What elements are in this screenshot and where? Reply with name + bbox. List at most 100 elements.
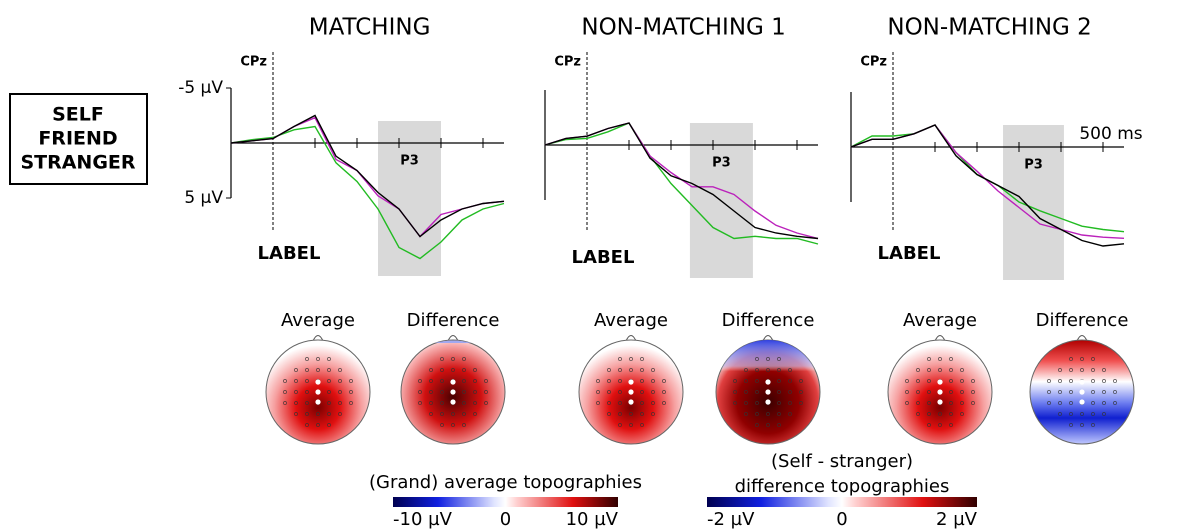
electrode: [755, 379, 759, 383]
electrode: [1102, 401, 1106, 405]
electrode: [316, 412, 320, 416]
electrode: [949, 390, 953, 394]
electrode: [662, 401, 666, 405]
electrode: [596, 379, 600, 383]
electrode: [338, 368, 342, 372]
electrode: [949, 368, 953, 372]
panel-title: NON-MATCHING 2: [887, 15, 1091, 41]
topo-label: Average: [594, 310, 668, 331]
electrode: [960, 368, 964, 372]
electrode: [1113, 379, 1117, 383]
electrode: [451, 357, 455, 361]
electrode: [451, 368, 455, 372]
electrode: [938, 357, 942, 361]
electrode: [651, 401, 655, 405]
onset-label: LABEL: [878, 243, 941, 264]
electrode: [440, 412, 444, 416]
electrode: [294, 368, 298, 372]
electrode: [777, 379, 781, 383]
electrode: [640, 412, 644, 416]
y-tick-label: -5 µV: [178, 78, 223, 98]
window-label: P3: [712, 156, 731, 171]
electrode: [1069, 368, 1073, 372]
electrode: [1102, 368, 1106, 372]
electrode: [462, 412, 466, 416]
electrode: [916, 401, 920, 405]
cpz-electrode: [628, 389, 634, 395]
cpz-electrode: [628, 379, 634, 385]
electrode: [473, 368, 477, 372]
electrode: [916, 368, 920, 372]
x-unit-label: 500 ms: [1079, 124, 1142, 144]
electrode: [960, 390, 964, 394]
electrode: [755, 368, 759, 372]
electrode: [1080, 357, 1084, 361]
electrode: [777, 401, 781, 405]
electrode: [473, 401, 477, 405]
electrode: [938, 368, 942, 372]
electrode: [1069, 401, 1073, 405]
electrode: [473, 379, 477, 383]
electrode: [451, 423, 455, 427]
electrode: [1102, 390, 1106, 394]
cpz-electrode: [315, 379, 321, 385]
electrode: [462, 423, 466, 427]
electrode: [640, 357, 644, 361]
legend-entry: STRANGER: [20, 152, 135, 174]
cpz-electrode: [765, 399, 771, 405]
colorbar-tick-label: 2 µV: [936, 509, 978, 529]
cpz-electrode: [937, 399, 943, 405]
electrode: [1058, 390, 1062, 394]
electrode: [766, 368, 770, 372]
colorbar: [393, 497, 618, 507]
electrode: [1091, 368, 1095, 372]
electrode: [327, 412, 331, 416]
electrode: [629, 412, 633, 416]
electrode: [629, 368, 633, 372]
cpz-electrode: [315, 399, 321, 405]
electrode: [316, 357, 320, 361]
electrode: [305, 379, 309, 383]
electrode: [294, 401, 298, 405]
electrode: [938, 423, 942, 427]
electrode: [451, 412, 455, 416]
electrode: [1091, 379, 1095, 383]
electrode: [927, 357, 931, 361]
electrode: [1080, 368, 1084, 372]
colorbar: [707, 497, 977, 507]
electrode: [733, 401, 737, 405]
electrode: [1102, 412, 1106, 416]
electrode: [618, 368, 622, 372]
electrode: [294, 390, 298, 394]
electrode: [916, 412, 920, 416]
electrode: [305, 412, 309, 416]
electrode: [429, 412, 433, 416]
electrode: [755, 412, 759, 416]
electrode: [905, 379, 909, 383]
electrode: [305, 390, 309, 394]
electrode: [283, 401, 287, 405]
electrode: [640, 390, 644, 394]
electrode: [305, 401, 309, 405]
electrode: [429, 390, 433, 394]
electrode: [327, 423, 331, 427]
electrode: [1102, 379, 1106, 383]
electrode: [755, 423, 759, 427]
electrode: [440, 379, 444, 383]
electrode: [349, 379, 353, 383]
cpz-electrode: [450, 379, 456, 385]
topo-label: Difference: [407, 310, 500, 331]
electrode: [327, 390, 331, 394]
electrode: [927, 423, 931, 427]
erp-line: [544, 122, 819, 240]
electrode: [1113, 390, 1117, 394]
electrode: [294, 379, 298, 383]
electrode: [971, 379, 975, 383]
channel-label: CPz: [554, 55, 581, 70]
electrode: [629, 423, 633, 427]
electrode: [429, 401, 433, 405]
electrode: [755, 401, 759, 405]
electrode: [905, 401, 909, 405]
electrode: [744, 412, 748, 416]
